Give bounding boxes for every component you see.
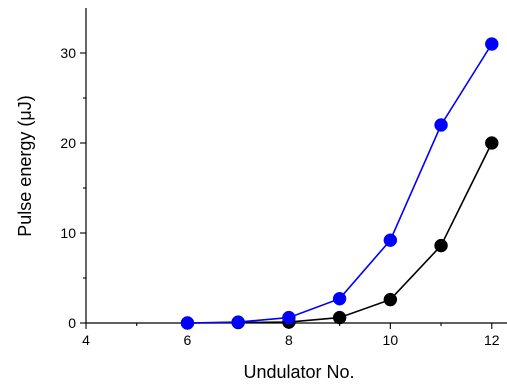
axes — [85, 8, 507, 324]
x-tick-label: 4 — [82, 332, 90, 348]
y-tick-label: 10 — [60, 225, 76, 241]
series-1 — [180, 37, 499, 330]
data-point — [434, 238, 448, 253]
y-axis-title: Pulse energy (μJ) — [15, 95, 35, 236]
data-point — [485, 136, 499, 150]
data-point — [231, 315, 245, 329]
data-point — [383, 292, 398, 307]
data-point — [180, 316, 195, 330]
x-tick-label: 8 — [285, 332, 293, 348]
data-point — [282, 310, 296, 325]
data-point — [485, 37, 499, 51]
y-tick-label: 20 — [60, 135, 76, 151]
series-line — [187, 43, 493, 324]
data-point — [383, 233, 398, 247]
data-point — [332, 310, 347, 325]
series — [180, 37, 499, 330]
x-tick-label: 12 — [484, 332, 500, 348]
x-tick-label: 10 — [383, 332, 399, 348]
x-tick-label: 6 — [184, 332, 192, 348]
data-point — [434, 118, 448, 132]
x-axis-title: Undulator No. — [243, 362, 354, 382]
data-point — [332, 291, 347, 306]
y-tick-label: 0 — [68, 315, 76, 331]
y-tick-label: 30 — [60, 45, 76, 61]
ticks: 4 6 8 10 12 0 10 20 30 — [60, 45, 499, 348]
